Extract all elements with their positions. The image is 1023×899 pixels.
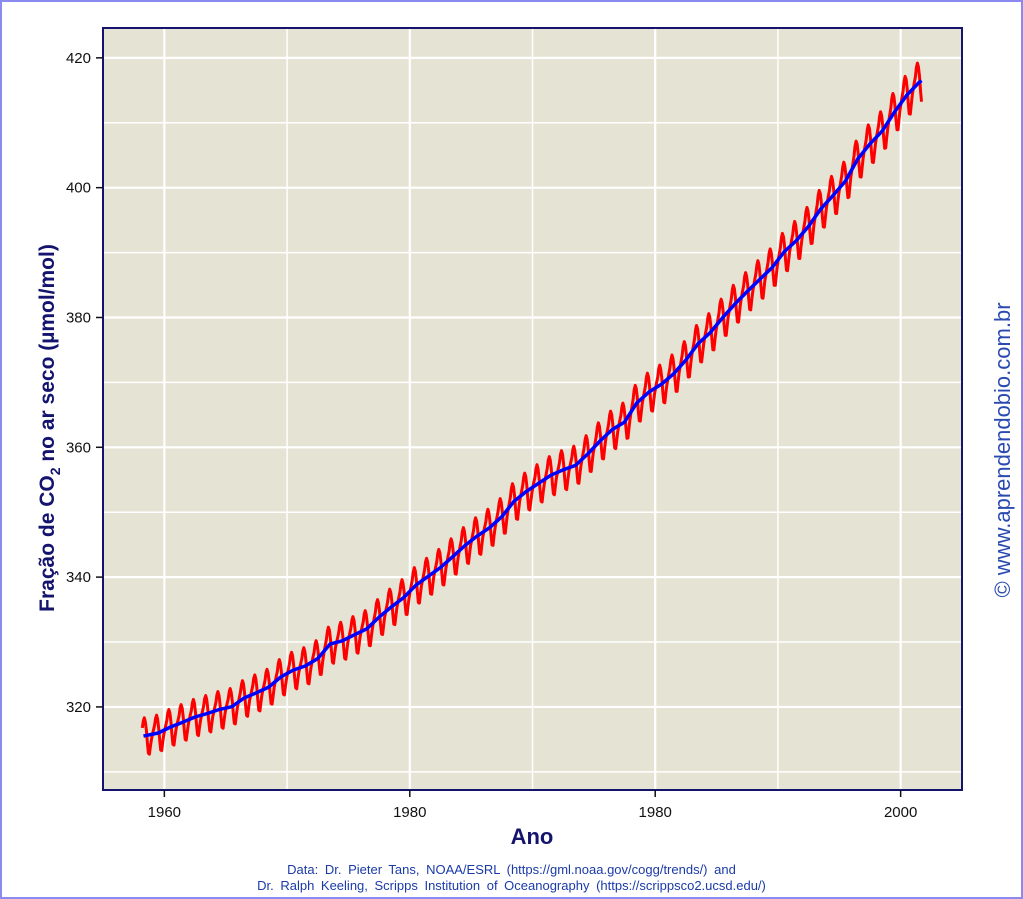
x-tick-label: 1980 (393, 804, 426, 821)
credit-line-1: Data: Dr. Pieter Tans, NOAA/ESRL (https:… (287, 862, 736, 877)
y-tick-label: 400 (66, 180, 91, 197)
x-tick-label: 1980 (639, 804, 672, 821)
trend-co2-line (143, 79, 923, 738)
plot-border (102, 27, 963, 791)
credit-line-2: Dr. Ralph Keeling, Scripps Institution o… (257, 878, 766, 893)
y-axis-label: Fração de CO2 no ar seco (µmol/mol) (36, 244, 63, 612)
watermark: © www.aprendendobio.com.br (990, 302, 1015, 597)
monthly-co2-line (140, 61, 923, 756)
series-lines (140, 61, 923, 756)
x-tick-label: 2000 (884, 804, 917, 821)
y-tick-label: 420 (66, 50, 91, 67)
x-tick-label: 1960 (148, 804, 181, 821)
x-axis-label: Ano (511, 824, 554, 849)
data-credit: Data: Dr. Pieter Tans, NOAA/ESRL (https:… (0, 862, 1023, 894)
y-tick-label: 340 (66, 569, 91, 586)
y-tick-label: 380 (66, 309, 91, 326)
y-tick-label: 320 (66, 699, 91, 716)
axis-ticks: 1960 1980 1980 2000 320 340 360 380 400 420 (66, 50, 917, 821)
y-tick-label: 360 (66, 439, 91, 456)
